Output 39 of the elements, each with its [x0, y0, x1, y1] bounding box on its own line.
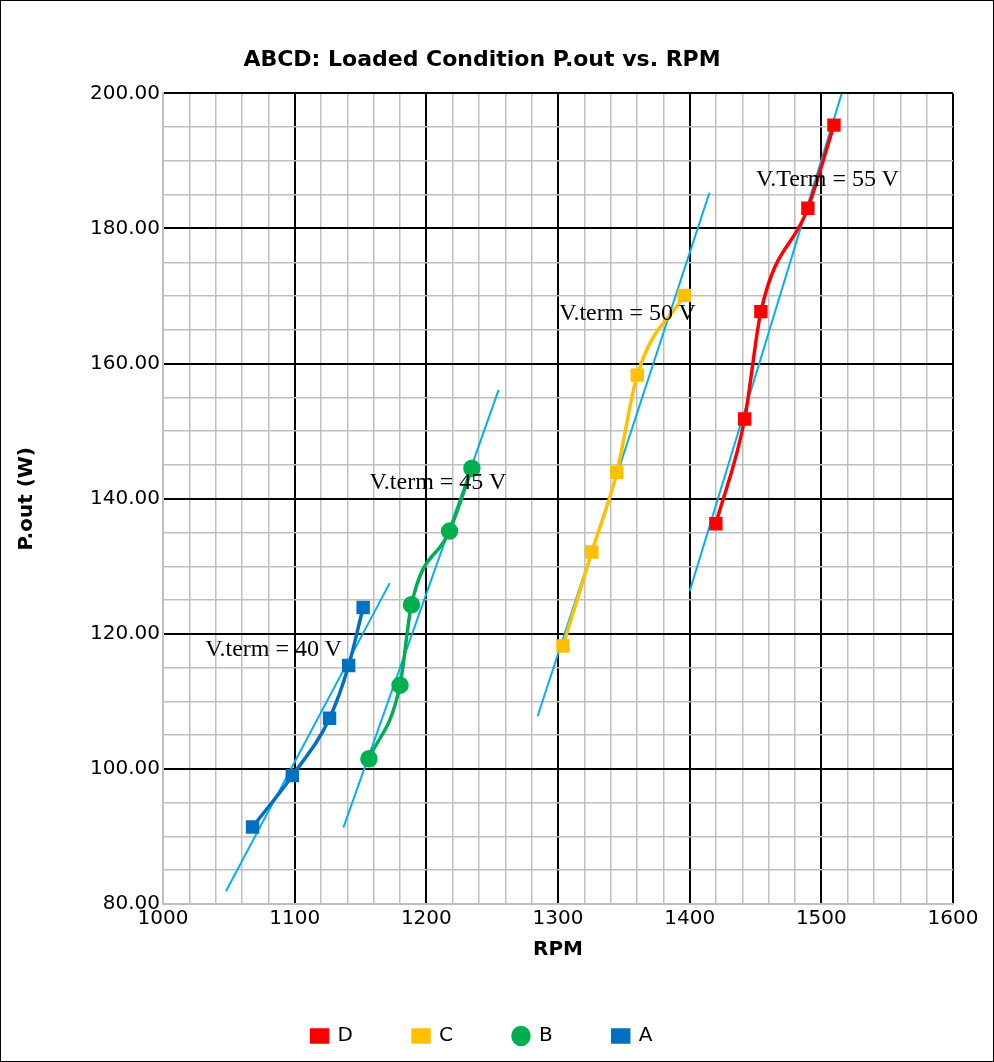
point — [585, 545, 599, 559]
point — [556, 639, 570, 653]
x-tick-label: 1300 — [532, 905, 584, 930]
point — [245, 820, 260, 834]
point — [402, 596, 421, 614]
x-axis-title: RPM — [533, 936, 583, 961]
legend-label: C — [439, 1022, 453, 1047]
x-tick-label: 1600 — [927, 905, 979, 930]
annotation: V.term = 40 V — [205, 634, 343, 661]
x-tick-label: 1200 — [400, 905, 452, 930]
point — [738, 412, 752, 426]
y-tick-label: 180.00 — [90, 214, 160, 239]
point — [391, 676, 409, 694]
legend-label: A — [638, 1022, 653, 1047]
point — [754, 304, 768, 319]
point — [360, 750, 378, 768]
legend-label: D — [337, 1022, 354, 1047]
y-tick-label: 140.00 — [90, 484, 160, 509]
chart-title: ABCD: Loaded Condition P.out vs. RPM — [243, 45, 721, 71]
point — [630, 368, 644, 382]
point — [322, 711, 337, 725]
y-tick-label: 100.00 — [90, 755, 160, 780]
legend-label: B — [538, 1022, 553, 1047]
point — [677, 288, 691, 303]
point — [356, 600, 370, 615]
y-tick-label: 200.00 — [90, 79, 160, 104]
y-axis-title: P.out (W) — [13, 446, 38, 551]
x-tick-label: 1100 — [269, 905, 321, 930]
x-tick-label: 1500 — [795, 905, 847, 930]
y-tick-label: 160.00 — [90, 349, 160, 374]
point — [801, 201, 815, 215]
point — [827, 118, 841, 132]
point — [440, 522, 459, 540]
x-tick-label: 1400 — [664, 905, 716, 930]
point — [341, 658, 356, 673]
point — [709, 516, 723, 531]
y-tick-label: 120.00 — [90, 620, 160, 644]
point — [610, 465, 624, 480]
point — [285, 768, 299, 783]
